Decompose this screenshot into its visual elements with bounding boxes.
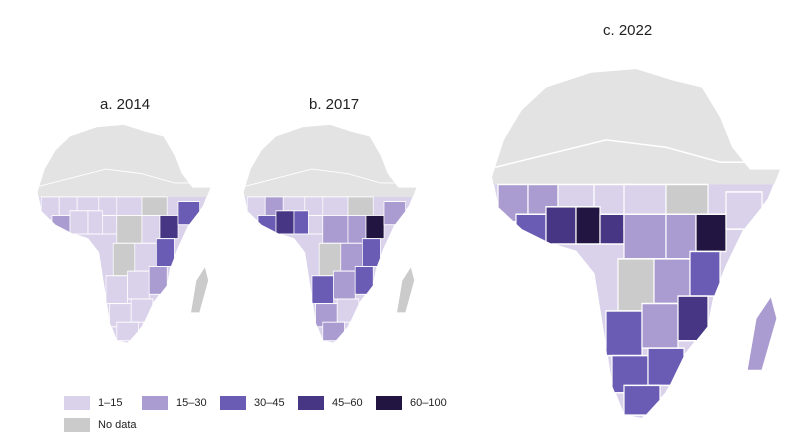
legend-item-no-data: No data: [64, 418, 137, 432]
legend-swatch: [298, 396, 324, 410]
country-region: [599, 213, 625, 245]
legend-swatch: [142, 396, 168, 410]
madagascar: [190, 265, 209, 314]
country-region: [69, 210, 89, 235]
legend-swatch: [64, 396, 90, 410]
country-region: [725, 191, 763, 230]
country-region: [87, 210, 103, 235]
country-region: [354, 266, 374, 295]
country-region: [336, 298, 360, 323]
country-region: [177, 201, 200, 226]
country-region: [647, 347, 685, 387]
legend-label: No data: [98, 419, 137, 431]
legend-label: 15–30: [176, 397, 207, 409]
country-region: [102, 214, 118, 235]
country-region: [695, 213, 727, 253]
legend-item-45-60: 45–60: [298, 396, 363, 410]
country-region: [275, 210, 295, 235]
country-region: [116, 321, 139, 342]
country-region: [333, 270, 356, 300]
map-label-2022: c. 2022: [603, 22, 653, 39]
legend-swatch: [220, 396, 246, 410]
legend-label: 1–15: [98, 397, 123, 409]
country-region: [322, 214, 349, 244]
country-region: [545, 206, 577, 245]
country-region: [623, 213, 667, 260]
legend-label: 45–60: [332, 397, 363, 409]
country-region: [362, 238, 381, 267]
country-region: [311, 275, 334, 305]
country-region: [148, 266, 168, 295]
country-region: [641, 302, 679, 349]
country-region: [575, 206, 601, 245]
country-region: [623, 384, 661, 416]
country-region: [159, 214, 179, 240]
country-region: [116, 214, 143, 244]
legend: 1–15 15–30 30–45 45–60 60–100 No data: [64, 396, 484, 436]
country-region: [130, 298, 154, 323]
legend-item-15-30: 15–30: [142, 396, 207, 410]
country-region: [308, 214, 324, 235]
legend-item-30-45: 30–45: [220, 396, 285, 410]
map-label-2017: b. 2017: [309, 96, 360, 113]
madagascar: [746, 294, 778, 372]
country-region: [127, 270, 150, 300]
country-region: [293, 210, 309, 235]
country-region: [689, 250, 721, 297]
legend-label: 30–45: [254, 397, 285, 409]
africa-map-a: [37, 124, 211, 344]
africa-map-c: [491, 68, 781, 420]
legend-item-1-15: 1–15: [64, 396, 122, 410]
madagascar: [396, 265, 415, 314]
africa-map-b: [243, 124, 417, 344]
country-region: [677, 295, 709, 342]
legend-swatch: [64, 418, 90, 432]
country-region: [156, 238, 175, 267]
country-region: [105, 275, 128, 305]
map-label-2014: a. 2014: [100, 96, 151, 113]
legend-item-60-100: 60–100: [376, 396, 447, 410]
country-region: [322, 321, 345, 342]
legend-label: 60–100: [410, 397, 447, 409]
country-region: [365, 214, 385, 240]
legend-swatch: [376, 396, 402, 410]
country-region: [383, 201, 406, 226]
country-region: [605, 310, 643, 357]
